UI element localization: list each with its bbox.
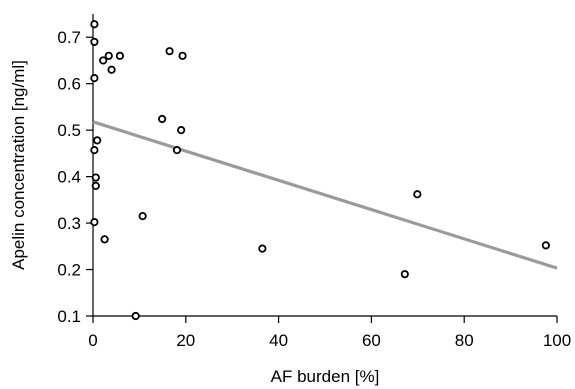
data-point-5 bbox=[91, 173, 100, 182]
data-point-13 bbox=[131, 311, 140, 321]
x-tick-label-3: 60 bbox=[362, 331, 381, 350]
data-point-20 bbox=[258, 244, 267, 253]
data-point-17 bbox=[172, 146, 182, 155]
data-point-6 bbox=[91, 181, 100, 191]
data-points bbox=[90, 20, 550, 321]
data-point-1 bbox=[90, 37, 99, 46]
data-point-4 bbox=[90, 218, 99, 227]
y-tick-label-2: 0.3 bbox=[57, 214, 81, 233]
y-axis-title: Apelin concentration [ng/ml] bbox=[9, 60, 28, 270]
x-tick-label-0: 0 bbox=[88, 331, 97, 350]
data-point-12 bbox=[115, 51, 125, 60]
x-axis-ticks: 0 20 40 60 80 100 bbox=[88, 316, 571, 350]
regression-line bbox=[92, 120, 558, 270]
data-point-21 bbox=[400, 270, 409, 279]
data-point-19 bbox=[178, 51, 187, 60]
data-point-0 bbox=[90, 20, 99, 29]
x-tick-label-2: 40 bbox=[269, 331, 288, 350]
data-point-9 bbox=[100, 235, 109, 244]
y-tick-label-1: 0.2 bbox=[57, 261, 81, 280]
data-point-22 bbox=[413, 190, 422, 199]
data-point-2 bbox=[90, 74, 99, 83]
data-point-3 bbox=[90, 146, 99, 155]
x-axis-title: AF burden [%] bbox=[271, 367, 380, 386]
data-point-16 bbox=[165, 47, 174, 56]
y-tick-label-0: 0.1 bbox=[57, 307, 81, 326]
data-point-18 bbox=[177, 126, 186, 135]
x-tick-label-5: 100 bbox=[543, 331, 571, 350]
y-axis-ticks: 0.1 0.2 0.3 0.4 0.5 0.6 0.7 bbox=[57, 28, 93, 326]
y-tick-label-4: 0.5 bbox=[57, 121, 81, 140]
data-point-11 bbox=[107, 65, 116, 74]
data-point-14 bbox=[138, 212, 147, 221]
y-tick-label-3: 0.4 bbox=[57, 168, 81, 187]
data-point-10 bbox=[104, 51, 113, 60]
data-point-23 bbox=[541, 241, 550, 250]
x-tick-label-4: 80 bbox=[455, 331, 474, 350]
data-point-7 bbox=[93, 136, 102, 145]
x-tick-label-1: 20 bbox=[176, 331, 195, 350]
data-point-15 bbox=[158, 114, 167, 124]
y-tick-label-5: 0.6 bbox=[57, 75, 81, 94]
data-point-8 bbox=[99, 56, 108, 65]
y-tick-label-6: 0.7 bbox=[57, 28, 81, 47]
